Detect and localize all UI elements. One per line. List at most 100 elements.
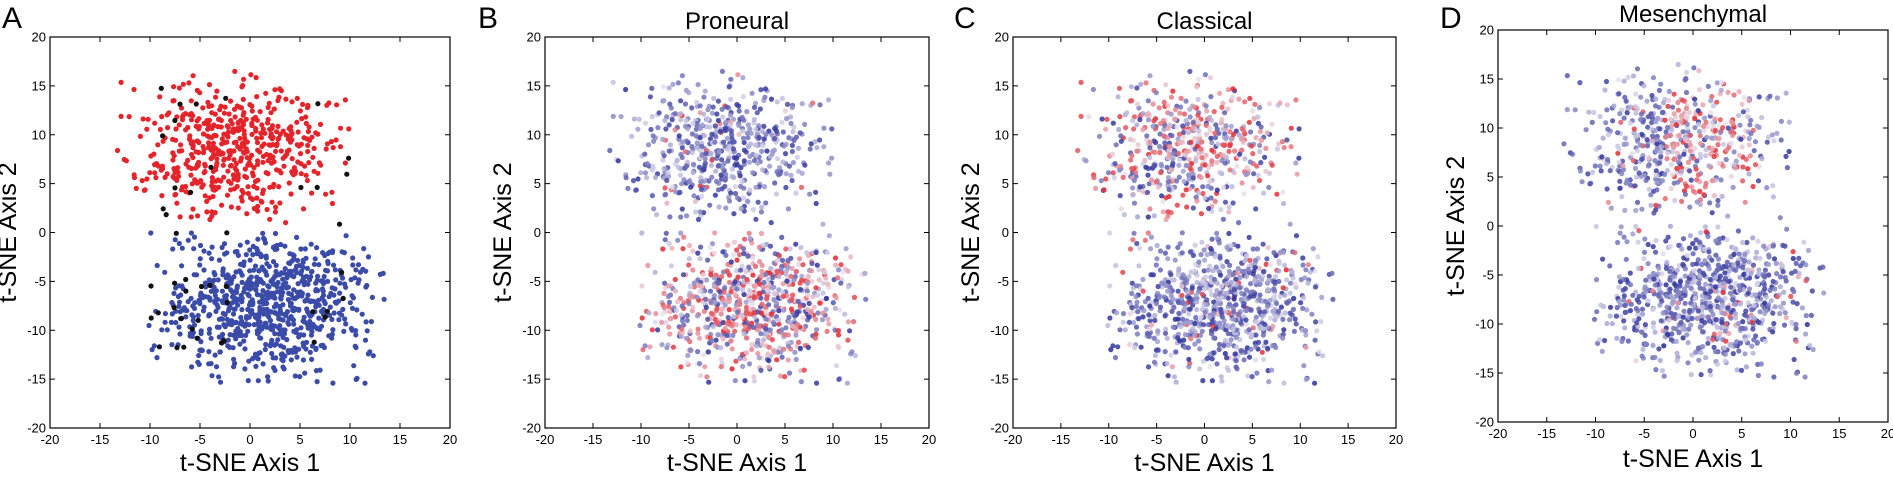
scatter-point <box>1218 273 1223 278</box>
scatter-point <box>1190 326 1195 331</box>
scatter-point <box>836 328 841 333</box>
scatter-point <box>1243 317 1248 322</box>
scatter-point <box>1300 255 1305 260</box>
scatter-point <box>287 126 292 131</box>
scatter-point <box>1213 135 1218 140</box>
scatter-point <box>1631 158 1636 163</box>
scatter-point <box>790 293 795 298</box>
scatter-point <box>833 255 838 260</box>
scatter-point <box>1318 319 1323 324</box>
scatter-point <box>1256 121 1261 126</box>
scatter-point <box>267 185 272 190</box>
scatter-point <box>697 336 702 341</box>
scatter-point <box>1696 172 1701 177</box>
scatter-point <box>308 350 313 355</box>
scatter-point <box>191 73 196 78</box>
scatter-point <box>749 321 754 326</box>
scatter-point <box>195 213 200 218</box>
scatter-point <box>678 111 683 116</box>
scatter-point <box>1196 120 1201 125</box>
scatter-point <box>1234 345 1239 350</box>
scatter-point <box>1226 209 1231 214</box>
scatter-point <box>1708 110 1713 115</box>
scatter-point <box>642 152 647 157</box>
scatter-point <box>248 72 253 77</box>
scatter-point <box>159 327 164 332</box>
scatter-point <box>1677 154 1682 159</box>
scatter-point <box>1221 153 1226 158</box>
scatter-point <box>298 185 303 190</box>
scatter-point <box>261 154 266 159</box>
scatter-point <box>305 293 310 298</box>
scatter-point <box>1287 317 1292 322</box>
scatter-point <box>160 133 165 138</box>
scatter-point <box>1711 103 1716 108</box>
scatter-point <box>189 111 194 116</box>
scatter-point <box>295 258 300 263</box>
scatter-point <box>1224 355 1229 360</box>
scatter-point <box>1176 163 1181 168</box>
scatter-point <box>1658 358 1663 363</box>
scatter-point <box>681 272 686 277</box>
x-tick-label: 10 <box>343 432 357 447</box>
scatter-point <box>356 262 361 267</box>
scatter-point <box>332 310 337 315</box>
scatter-point <box>221 338 226 343</box>
scatter-point <box>1180 250 1185 255</box>
y-tick-label: 20 <box>995 30 1009 45</box>
scatter-point <box>186 80 191 85</box>
scatter-point <box>313 346 318 351</box>
scatter-point <box>1097 134 1102 139</box>
scatter-point <box>277 200 282 205</box>
scatter-point <box>178 142 183 147</box>
scatter-point <box>231 357 236 362</box>
scatter-point <box>762 184 767 189</box>
scatter-point <box>258 109 263 114</box>
scatter-point <box>1223 161 1228 166</box>
scatter-point <box>766 277 771 282</box>
scatter-point <box>148 230 153 235</box>
scatter-point <box>1716 161 1721 166</box>
scatter-point <box>1170 89 1175 94</box>
scatter-point <box>1250 374 1255 379</box>
scatter-point <box>1680 98 1685 103</box>
scatter-point <box>1172 117 1177 122</box>
scatter-point <box>690 121 695 126</box>
scatter-point <box>745 135 750 140</box>
scatter-point <box>1669 162 1674 167</box>
scatter-point <box>1200 329 1205 334</box>
scatter-point <box>719 364 724 369</box>
scatter-point <box>1221 217 1226 222</box>
scatter-point <box>1616 285 1621 290</box>
scatter-point <box>219 203 224 208</box>
scatter-point <box>1303 345 1308 350</box>
scatter-point <box>254 195 259 200</box>
scatter-point <box>1639 157 1644 162</box>
scatter-point <box>731 146 736 151</box>
scatter-point <box>203 193 208 198</box>
y-tick-label: -10 <box>27 323 46 338</box>
scatter-point <box>249 103 254 108</box>
scatter-point <box>1173 107 1178 112</box>
scatter-point <box>1154 179 1159 184</box>
scatter-point <box>298 246 303 251</box>
scatter-point <box>1176 151 1181 156</box>
scatter-point <box>629 134 634 139</box>
scatter-point <box>1684 70 1689 75</box>
scatter-point <box>659 342 664 347</box>
scatter-point <box>1214 231 1219 236</box>
scatter-point <box>733 184 738 189</box>
scatter-point <box>713 193 718 198</box>
scatter-point <box>1224 281 1229 286</box>
scatter-point <box>263 347 268 352</box>
y-tick-label: -20 <box>522 421 541 436</box>
scatter-point <box>226 338 231 343</box>
scatter-point <box>1619 171 1624 176</box>
scatter-point <box>790 105 795 110</box>
scatter-point <box>741 246 746 251</box>
scatter-point <box>229 163 234 168</box>
scatter-point <box>1269 368 1274 373</box>
scatter-point <box>1142 158 1147 163</box>
scatter-point <box>262 141 267 146</box>
scatter-point <box>235 285 240 290</box>
